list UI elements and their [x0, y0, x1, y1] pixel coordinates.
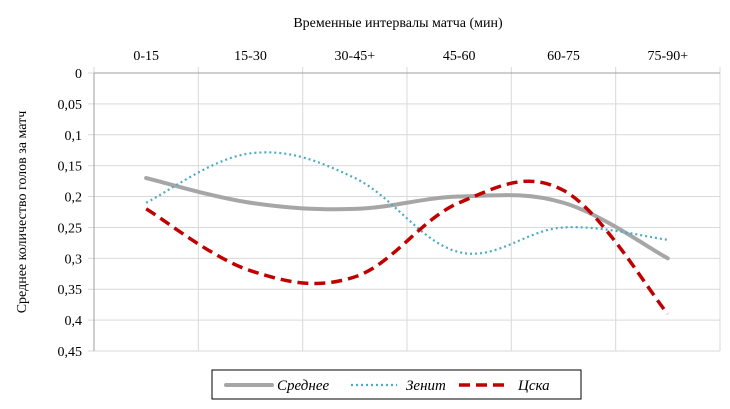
x-tick-labels: 0-15 15-30 30-45+ 45-60 60-75 75-90+ [133, 49, 688, 64]
series-lines [144, 151, 670, 316]
series-line-srednee [144, 176, 670, 261]
series-line-cska [145, 179, 670, 316]
y-axis-label: Среднее количество голов за матч [15, 111, 30, 314]
legend-label-cska: Цска [517, 378, 550, 394]
y-tick-labels: 0 0,05 0,1 0,15 0,2 0,25 0,3 0,35 0,4 0,45 [58, 67, 83, 360]
chart-title: Временные интервалы матча (мин) [293, 16, 503, 31]
x-tick-label: 75-90+ [648, 49, 689, 64]
legend: Среднее Зенит Цска [211, 369, 582, 400]
y-tick-label: 0,25 [58, 221, 83, 236]
x-tick-label: 15-30 [234, 49, 267, 64]
series-line-zenit [145, 151, 668, 255]
legend-label-srednee: Среднее [277, 378, 329, 394]
x-tick-label: 0-15 [133, 49, 159, 64]
y-tick-label: 0,35 [58, 283, 83, 298]
y-tick-label: 0,45 [58, 345, 83, 360]
y-tick-label: 0,3 [65, 252, 83, 267]
y-tick-label: 0,2 [65, 191, 83, 206]
grid [88, 67, 721, 352]
y-tick-label: 0,05 [58, 98, 83, 113]
legend-label-zenit: Зенит [406, 378, 446, 394]
x-tick-label: 30-45+ [335, 49, 376, 64]
x-tick-label: 45-60 [443, 49, 476, 64]
y-tick-label: 0,1 [65, 129, 83, 144]
x-tick-label: 60-75 [547, 49, 580, 64]
y-tick-label: 0 [75, 67, 82, 82]
y-tick-label: 0,15 [58, 160, 83, 175]
y-tick-label: 0,4 [65, 314, 83, 329]
